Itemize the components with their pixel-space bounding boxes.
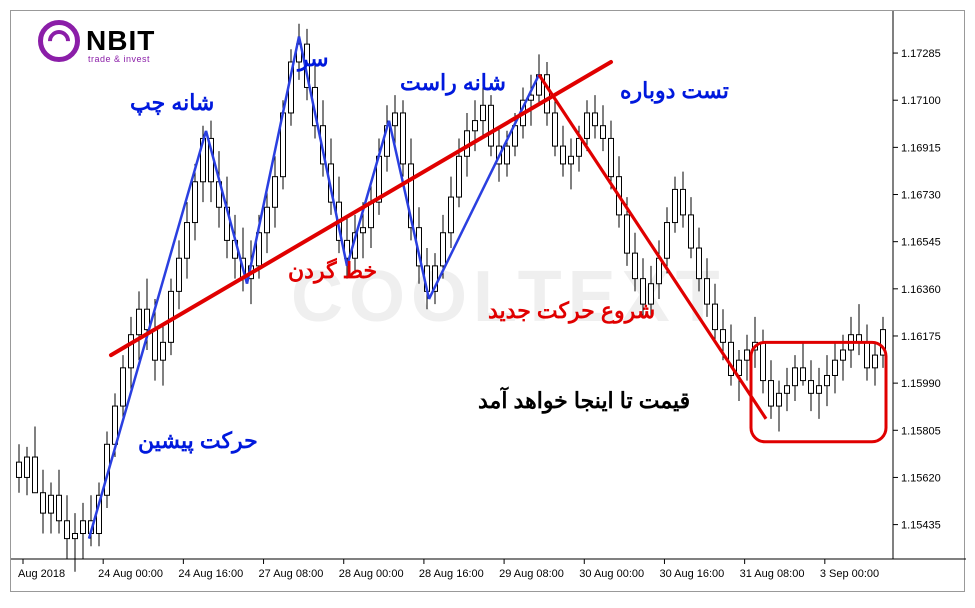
svg-text:31 Aug 08:00: 31 Aug 08:00 [740,568,805,580]
svg-text:30 Aug 00:00: 30 Aug 00:00 [579,568,644,580]
svg-text:1.17285: 1.17285 [901,48,941,60]
svg-text:28 Aug 16:00: 28 Aug 16:00 [419,568,484,580]
annotation-label: شانه راست [400,70,506,96]
svg-text:28 Aug 00:00: 28 Aug 00:00 [339,568,404,580]
svg-text:29 Aug 08:00: 29 Aug 08:00 [499,568,564,580]
svg-text:3 Sep 00:00: 3 Sep 00:00 [820,568,879,580]
annotation-label: شانه چپ [130,90,214,116]
svg-text:1.17100: 1.17100 [901,95,941,107]
svg-text:24 Aug 00:00: 24 Aug 00:00 [98,568,163,580]
annotation-label: خط گردن [288,258,377,284]
svg-text:1.16730: 1.16730 [901,190,941,202]
svg-text:27 Aug 08:00: 27 Aug 08:00 [259,568,324,580]
svg-text:1.15435: 1.15435 [901,520,941,532]
svg-text:1.16915: 1.16915 [901,142,941,154]
svg-text:24 Aug 16:00: 24 Aug 16:00 [178,568,243,580]
svg-text:1.15990: 1.15990 [901,378,941,390]
annotation-label: سر [298,46,329,72]
svg-text:1.15805: 1.15805 [901,425,941,437]
svg-text:30 Aug 16:00: 30 Aug 16:00 [659,568,724,580]
annotation-label: حرکت پیشین [138,428,258,454]
annotation-label: شروع حرکت جدید [488,298,655,324]
annotation-label: تست دوباره [620,78,729,104]
chart-frame: NBIT trade & invest COOLTEXT1.154351.156… [0,0,975,608]
svg-text:1.15620: 1.15620 [901,472,941,484]
svg-text:1.16545: 1.16545 [901,237,941,249]
svg-text:1.16175: 1.16175 [901,331,941,343]
svg-text:Aug 2018: Aug 2018 [18,568,65,580]
annotation-label: قیمت تا اینجا خواهد آمد [478,388,690,414]
svg-text:1.16360: 1.16360 [901,284,941,296]
